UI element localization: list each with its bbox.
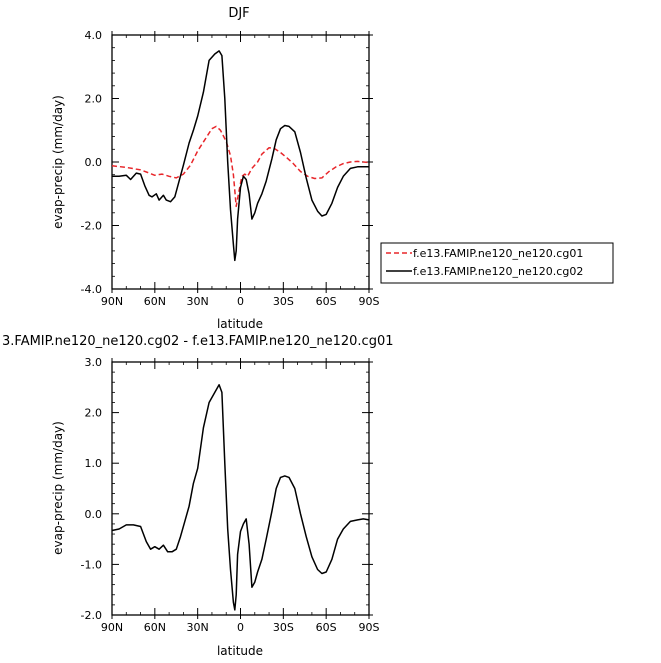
x-tick-label: 30N [187, 621, 209, 634]
series-line-2 [112, 50, 369, 262]
x-tick-label: 90N [101, 621, 123, 634]
y-tick-label: 3.0 [85, 356, 103, 369]
top-plot-frame [111, 34, 370, 290]
bottom-plot-y-axis: -2.0 -1.0 0.0 1.0 2.0 3.0 [81, 356, 373, 622]
y-tick-label: 2.0 [85, 93, 103, 106]
top-plot-x-axis-label: latitude [217, 317, 263, 331]
legend-entry-cg02: f.e13.FAMIP.ne120_ne120.cg02 [413, 265, 583, 278]
y-tick-label: 1.0 [85, 457, 103, 470]
bottom-plot-y-axis-label: evap-precip (mm/day) [51, 421, 65, 555]
y-tick-label: 2.0 [85, 407, 103, 420]
bottom-plot-frame [111, 361, 370, 616]
bottom-plot-x-axis: 90N 60N 30N 0 30S 60S 90S [101, 358, 380, 634]
x-tick-label: 30S [273, 295, 294, 308]
x-tick-label: 90S [359, 295, 380, 308]
y-tick-label: -1.0 [81, 558, 102, 571]
y-tick-label: -2.0 [81, 609, 102, 622]
y-tick-label: 0.0 [85, 156, 103, 169]
bottom-plot-series [111, 384, 370, 611]
x-tick-label: 90N [101, 295, 123, 308]
y-tick-label: -4.0 [81, 283, 102, 296]
bottom-plot-title: 3.FAMIP.ne120_ne120.cg02 - f.e13.FAMIP.n… [2, 334, 394, 349]
legend-entry-cg01: f.e13.FAMIP.ne120_ne120.cg01 [413, 247, 583, 260]
top-plot-y-axis: -4.0 -2.0 0.0 2.0 4.0 [81, 29, 373, 296]
x-tick-label: 60N [144, 295, 166, 308]
x-tick-label: 60S [316, 621, 337, 634]
x-tick-label: 60N [144, 621, 166, 634]
y-tick-label: 4.0 [85, 29, 103, 42]
top-plot-series [111, 50, 370, 262]
x-tick-label: 30N [187, 295, 209, 308]
series-line-1 [111, 125, 370, 208]
x-tick-label: 90S [359, 621, 380, 634]
legend: f.e13.FAMIP.ne120_ne120.cg01 f.e13.FAMIP… [380, 242, 614, 284]
top-plot-y-axis-label: evap-precip (mm/day) [51, 95, 65, 229]
y-tick-label: 0.0 [85, 508, 103, 521]
top-plot: DJF -4.0-2.00.02.04.0 90N 60N 30N 0 30S 60S 90… [51, 6, 380, 331]
x-tick-label: 30S [273, 621, 294, 634]
x-tick-label: 60S [316, 295, 337, 308]
bottom-plot: 3.FAMIP.ne120_ne120.cg02 - f.e13.FAMIP.n… [2, 334, 394, 658]
top-plot-title: DJF [228, 6, 249, 21]
x-tick-label: 0 [237, 621, 244, 634]
x-tick-label: 0 [237, 295, 244, 308]
legend-frame [380, 242, 614, 284]
series-line-1 [111, 384, 370, 611]
top-plot-x-axis: 90N 60N 30N 0 30S 60S 90S [101, 31, 380, 308]
bottom-plot-x-axis-label: latitude [217, 644, 263, 658]
y-tick-label: -2.0 [81, 220, 102, 233]
